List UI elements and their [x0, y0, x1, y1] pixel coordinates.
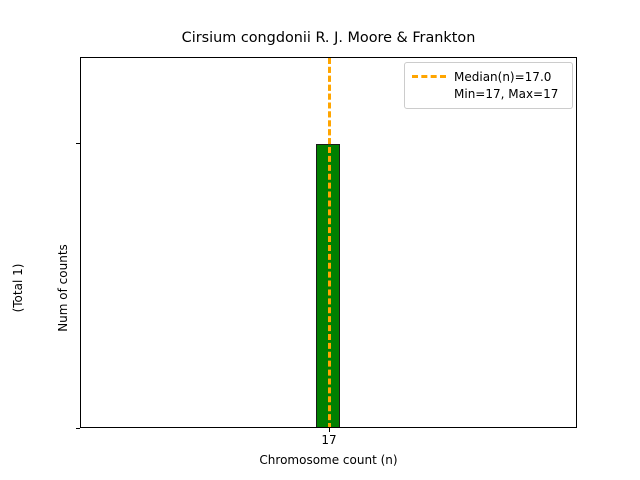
y-axis-label: (Total 1) Num of counts	[0, 168, 101, 408]
legend-dash-swatch-icon	[412, 75, 446, 78]
y-axis-label-line-1: Num of counts	[56, 244, 70, 332]
median-line-overlay	[328, 58, 331, 427]
chart-title: Cirsium congdonii R. J. Moore & Frankton	[181, 30, 476, 46]
legend-entry-median: Median(n)=17.0	[412, 68, 565, 85]
y-tick-mark-1	[76, 142, 80, 144]
legend: Median(n)=17.0 Min=17, Max=17	[404, 62, 573, 109]
y-axis-label-line-2: (Total 1)	[11, 263, 25, 313]
x-tick-mark-17	[328, 428, 330, 432]
plot-area	[80, 57, 577, 428]
x-tick-label-17: 17	[321, 433, 337, 447]
legend-label-median: Median(n)=17.0	[454, 69, 552, 84]
x-axis-label: Chromosome count (n)	[259, 453, 398, 467]
y-tick-mark-0	[76, 427, 80, 429]
legend-entry-minmax: Min=17, Max=17	[412, 85, 565, 102]
legend-label-minmax: Min=17, Max=17	[454, 86, 559, 101]
